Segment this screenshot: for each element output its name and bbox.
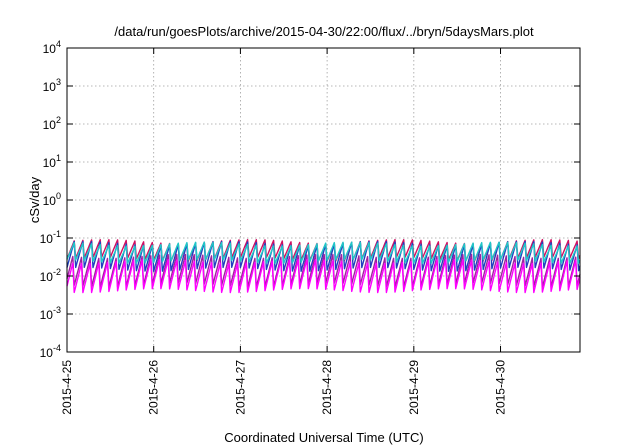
ticks — [66, 47, 580, 353]
y-tick-label: 10-1 — [40, 229, 61, 246]
series-layer — [66, 238, 581, 294]
y-tick-base: 10 — [40, 270, 54, 284]
grid — [67, 48, 580, 352]
y-tick-exponent: -2 — [53, 267, 61, 277]
y-tick-exponent: 1 — [56, 153, 61, 163]
series-line-3 — [66, 241, 581, 265]
y-tick-exponent: 3 — [56, 77, 61, 87]
y-tick-exponent: 2 — [56, 115, 61, 125]
y-tick-label: 10-3 — [40, 305, 61, 322]
x-axis-label: Coordinated Universal Time (UTC) — [224, 430, 423, 445]
y-tick-label: 103 — [43, 77, 61, 94]
y-tick-exponent: -4 — [53, 343, 61, 353]
tick-labels: 10-410-310-210-11001011021031042015-4-25… — [40, 39, 508, 415]
y-tick-label: 10-2 — [40, 267, 61, 284]
y-tick-base: 10 — [43, 80, 57, 94]
x-tick-label: 2015-4-25 — [60, 360, 74, 415]
y-axis-label: cSv/day — [27, 176, 42, 223]
y-tick-exponent: -1 — [53, 229, 61, 239]
x-tick-label: 2015-4-26 — [147, 360, 161, 415]
y-tick-label: 10-4 — [40, 343, 61, 360]
y-tick-exponent: 0 — [56, 191, 61, 201]
series-line-5 — [66, 258, 581, 294]
x-tick-label: 2015-4-27 — [233, 360, 247, 415]
y-tick-exponent: 4 — [56, 39, 61, 49]
y-tick-base: 10 — [43, 194, 57, 208]
y-tick-base: 10 — [40, 346, 54, 360]
y-tick-base: 10 — [40, 232, 54, 246]
x-tick-label: 2015-4-30 — [494, 360, 508, 415]
y-tick-base: 10 — [43, 156, 57, 170]
y-tick-exponent: -3 — [53, 305, 61, 315]
y-tick-base: 10 — [43, 118, 57, 132]
y-tick-base: 10 — [43, 42, 57, 56]
y-tick-label: 101 — [43, 153, 61, 170]
y-tick-label: 100 — [43, 191, 61, 208]
y-tick-label: 104 — [43, 39, 61, 56]
y-tick-label: 102 — [43, 115, 61, 132]
chart-title: /data/run/goesPlots/archive/2015-04-30/2… — [114, 24, 534, 39]
y-tick-base: 10 — [40, 308, 54, 322]
x-tick-label: 2015-4-29 — [407, 360, 421, 415]
x-tick-label: 2015-4-28 — [320, 360, 334, 415]
